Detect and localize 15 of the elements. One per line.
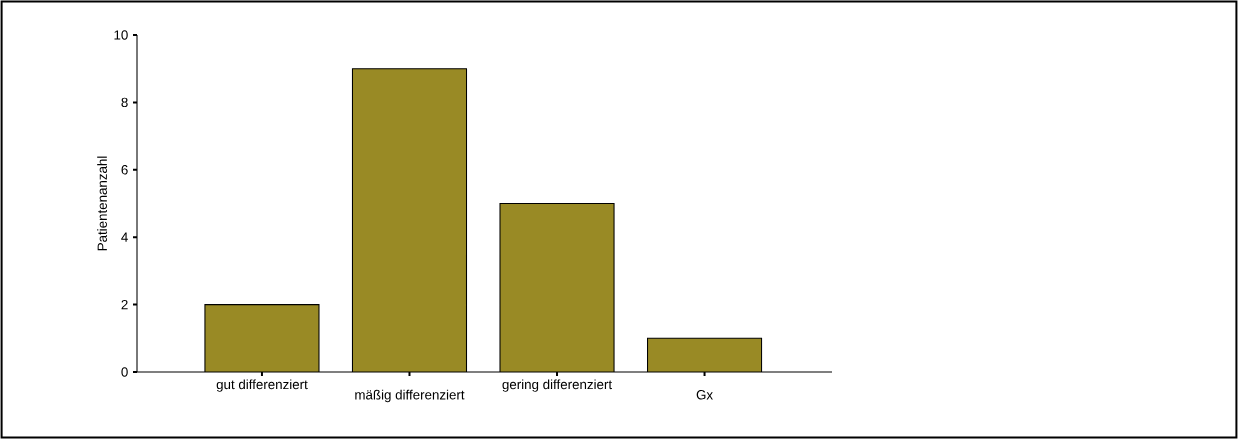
bar [352, 68, 467, 372]
y-tick-label: 2 [121, 299, 128, 310]
x-tick-label: gut differenziert [216, 379, 308, 392]
y-tick-label: 10 [114, 30, 128, 40]
bar [204, 304, 319, 372]
y-tick-label: 4 [121, 232, 128, 242]
bar [500, 203, 615, 372]
bar [646, 337, 763, 372]
x-tick-label: Gx [696, 390, 713, 400]
y-tick-label: 0 [121, 367, 128, 377]
y-tick-label: 6 [121, 165, 128, 175]
x-tick-label: gering differenziert [502, 379, 613, 392]
x-tick-label: mäßig differenziert [355, 389, 465, 403]
y-axis-title: Patientenanzahl [97, 156, 107, 251]
y-tick-label: 8 [121, 97, 128, 108]
